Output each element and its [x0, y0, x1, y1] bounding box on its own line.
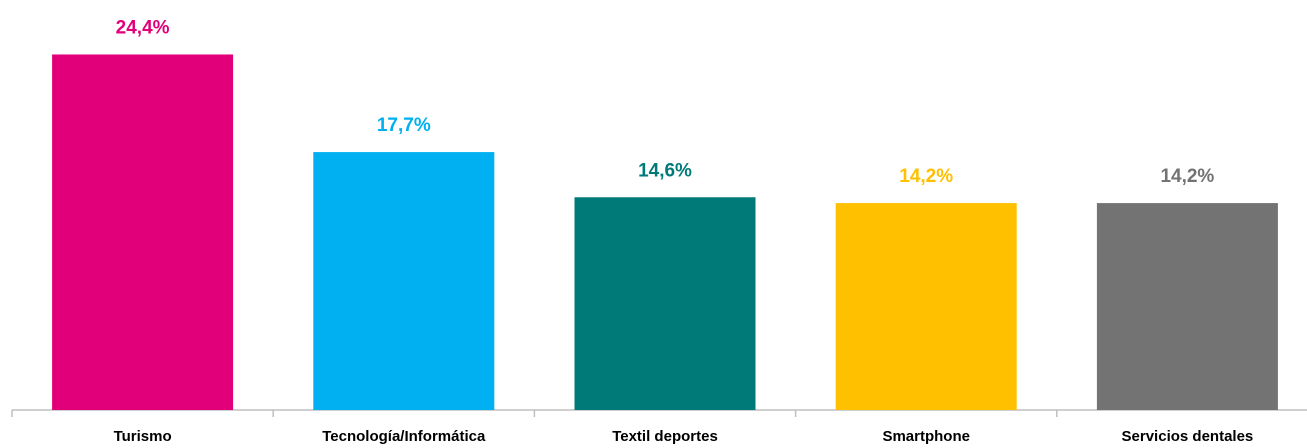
value-label: 14,2% — [1160, 166, 1214, 187]
bar — [574, 197, 756, 410]
x-tick-label: Servicios dentales — [1122, 428, 1254, 445]
value-label: 24,4% — [116, 17, 170, 38]
x-tick-label: Smartphone — [882, 428, 970, 445]
bar — [52, 54, 234, 410]
x-tick-label: Textil deportes — [612, 428, 718, 445]
x-tick-label: Turismo — [114, 428, 172, 445]
bar — [835, 203, 1017, 410]
x-tick-label: Tecnología/Informática — [322, 428, 486, 445]
value-label: 14,6% — [638, 160, 692, 181]
bar — [313, 152, 495, 411]
value-label: 14,2% — [899, 166, 953, 187]
bar — [1096, 203, 1278, 410]
value-label: 17,7% — [377, 115, 431, 136]
